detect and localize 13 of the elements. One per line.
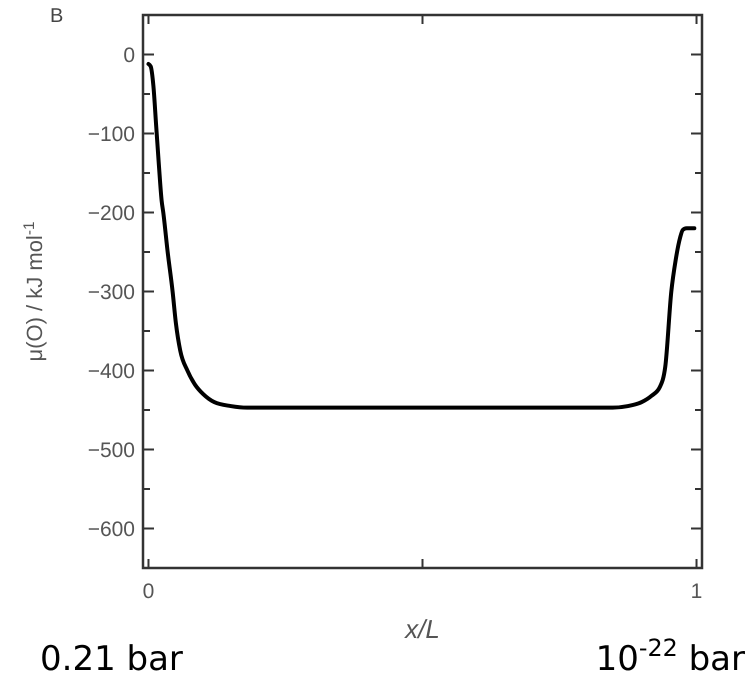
y-tick-label: −200 [88,202,135,225]
text: B [50,5,64,27]
y-tick-label: −400 [88,360,135,383]
y-tick-label: 0 [123,44,135,67]
text: 0.21 bar [40,639,183,679]
x-axis-title: x/L [403,614,440,644]
y-tick-label: −500 [88,438,135,462]
y-tick-label: −600 [88,518,135,541]
y-tick-label: −100 [88,122,135,146]
y-tick-label: −300 [88,280,135,304]
text: 10$^{-22}$ bar [596,634,746,679]
x-tick-label: 1 [690,580,702,603]
line-series [146,62,696,410]
